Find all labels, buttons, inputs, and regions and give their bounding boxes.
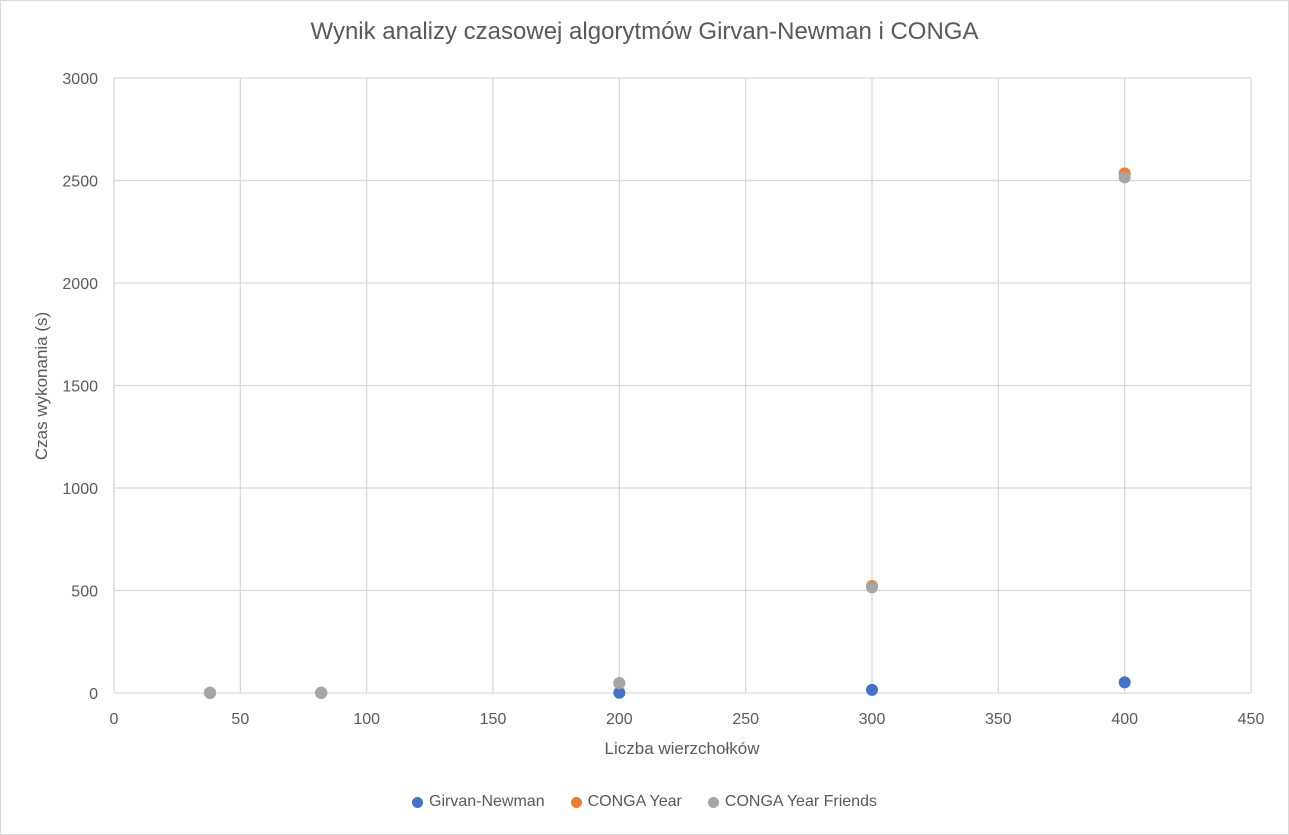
y-tick-label: 1000 [62, 481, 98, 498]
y-tick-label: 500 [71, 584, 98, 601]
x-tick-label: 150 [480, 711, 507, 728]
data-point-girvan-newman [1118, 676, 1131, 689]
x-tick-label: 50 [231, 711, 249, 728]
data-point-girvan-newman [866, 683, 878, 696]
tick-labels: 0 500 1000 1500 2000 2500 3000 0 50 100 150 200 250 3… [62, 71, 1264, 728]
y-tick-label: 1500 [62, 379, 98, 396]
legend-label: CONGA Year Friends [724, 793, 877, 810]
x-tick-label: 350 [985, 711, 1012, 728]
data-point-conga-year-friends [866, 581, 878, 594]
y-tick-label: 0 [89, 686, 98, 703]
legend-marker [412, 796, 424, 808]
grid-lines [113, 77, 1252, 694]
y-tick-label: 3000 [62, 71, 98, 88]
legend-item: Girvan-Newman [412, 793, 545, 811]
data-point-conga-year-friends [1118, 171, 1131, 184]
x-tick-label: 400 [1111, 711, 1138, 728]
legend-marker [570, 796, 582, 808]
legend-marker [707, 796, 719, 808]
legend-label: CONGA Year [587, 793, 682, 810]
y-axis-title: Czas wykonania (s) [32, 312, 51, 460]
x-tick-label: 250 [732, 711, 759, 728]
data-points [204, 167, 1131, 699]
legend: Girvan-Newman CONGA Year CONGA Year Friend… [0, 793, 1289, 811]
y-tick-label: 2000 [62, 276, 98, 293]
x-tick-label: 0 [110, 711, 119, 728]
y-tick-label: 2500 [62, 174, 98, 191]
x-axis-title: Liczba wierzchołków [605, 739, 761, 758]
legend-label: Girvan-Newman [429, 793, 545, 810]
chart-title: Wynik analizy czasowej algorytmów Girvan… [310, 18, 979, 45]
x-tick-label: 100 [353, 711, 380, 728]
data-point-conga-year-friends [613, 677, 626, 690]
x-tick-label: 300 [859, 711, 886, 728]
data-point-conga-year-friends [204, 686, 217, 699]
data-point-conga-year-friends [315, 686, 328, 699]
data-point-girvan-newman [613, 686, 626, 699]
x-tick-label: 450 [1238, 711, 1265, 728]
legend-item: CONGA Year [570, 793, 682, 811]
x-tick-label: 200 [606, 711, 633, 728]
legend-item: CONGA Year Friends [707, 793, 877, 811]
